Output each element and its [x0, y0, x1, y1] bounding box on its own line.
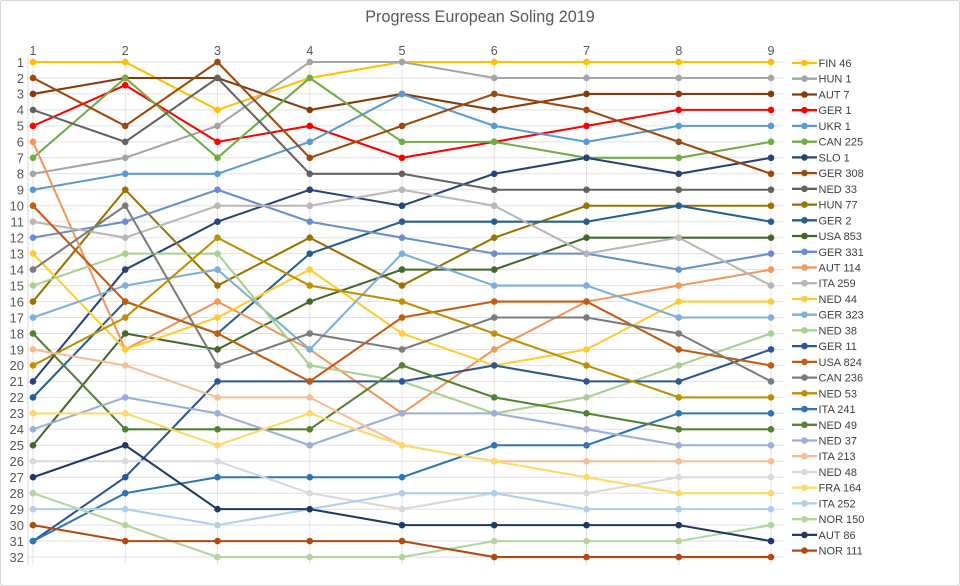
svg-text:10: 10 — [10, 199, 24, 214]
svg-text:3: 3 — [17, 87, 24, 102]
svg-text:NOR 150: NOR 150 — [819, 514, 865, 526]
svg-text:GER 11: GER 11 — [819, 341, 857, 353]
svg-text:21: 21 — [10, 374, 24, 389]
svg-text:GER 2: GER 2 — [819, 215, 852, 227]
svg-text:5: 5 — [17, 119, 24, 134]
svg-text:NED 44: NED 44 — [819, 294, 858, 306]
svg-text:20: 20 — [10, 358, 24, 373]
svg-text:26: 26 — [10, 454, 24, 469]
svg-text:23: 23 — [10, 406, 24, 421]
svg-text:FRA 164: FRA 164 — [819, 483, 862, 495]
svg-text:AUT 7: AUT 7 — [819, 90, 850, 102]
svg-text:16: 16 — [10, 294, 24, 309]
svg-text:USA 853: USA 853 — [819, 231, 862, 243]
svg-text:HUN 1: HUN 1 — [819, 74, 852, 86]
svg-text:25: 25 — [10, 438, 24, 453]
svg-text:31: 31 — [10, 534, 24, 549]
svg-text:22: 22 — [10, 390, 24, 405]
svg-text:27: 27 — [10, 470, 24, 485]
svg-text:13: 13 — [10, 246, 24, 261]
svg-text:1: 1 — [17, 55, 24, 70]
svg-text:AUT 86: AUT 86 — [819, 530, 856, 542]
svg-text:19: 19 — [10, 342, 24, 357]
svg-text:7: 7 — [17, 151, 24, 166]
svg-text:12: 12 — [10, 231, 24, 246]
svg-text:2: 2 — [17, 71, 24, 86]
svg-text:ITA 252: ITA 252 — [819, 498, 856, 510]
svg-text:8: 8 — [675, 44, 682, 58]
svg-text:USA 824: USA 824 — [819, 357, 862, 369]
svg-text:NED 37: NED 37 — [819, 436, 858, 448]
svg-text:UKR 1: UKR 1 — [819, 121, 851, 133]
svg-text:NED 49: NED 49 — [819, 420, 858, 432]
svg-text:ITA 241: ITA 241 — [819, 404, 856, 416]
svg-text:CAN 236: CAN 236 — [819, 373, 864, 385]
svg-text:GER 308: GER 308 — [819, 168, 864, 180]
svg-text:GER 323: GER 323 — [819, 310, 864, 322]
svg-text:28: 28 — [10, 486, 24, 501]
svg-text:ITA 259: ITA 259 — [819, 278, 856, 290]
svg-text:32: 32 — [10, 550, 24, 565]
svg-text:FIN 46: FIN 46 — [819, 58, 852, 70]
svg-text:3: 3 — [214, 44, 221, 58]
svg-text:14: 14 — [10, 262, 24, 277]
svg-text:NED 48: NED 48 — [819, 467, 858, 479]
svg-text:8: 8 — [17, 167, 24, 182]
svg-text:Progress European Soling 2019: Progress European Soling 2019 — [365, 8, 594, 26]
svg-text:24: 24 — [10, 422, 24, 437]
svg-text:6: 6 — [491, 44, 498, 58]
svg-text:2: 2 — [122, 44, 129, 58]
svg-text:7: 7 — [583, 44, 590, 58]
svg-text:HUN 77: HUN 77 — [819, 200, 858, 212]
svg-text:4: 4 — [306, 44, 313, 58]
svg-text:AUT 114: AUT 114 — [819, 263, 861, 275]
svg-text:NED 53: NED 53 — [819, 388, 858, 400]
svg-text:5: 5 — [399, 44, 406, 58]
svg-text:GER 1: GER 1 — [819, 105, 852, 117]
svg-text:11: 11 — [11, 215, 25, 230]
svg-text:GER 331: GER 331 — [819, 247, 864, 259]
svg-text:18: 18 — [10, 326, 24, 341]
svg-text:NED 33: NED 33 — [819, 184, 858, 196]
svg-text:9: 9 — [768, 44, 775, 58]
svg-text:NOR 111: NOR 111 — [819, 546, 863, 558]
svg-text:CAN 225: CAN 225 — [819, 137, 864, 149]
svg-text:6: 6 — [17, 135, 24, 150]
svg-text:29: 29 — [10, 502, 24, 517]
svg-text:ITA 213: ITA 213 — [819, 451, 856, 463]
svg-text:NED 38: NED 38 — [819, 325, 858, 337]
svg-text:SLO 1: SLO 1 — [819, 152, 850, 164]
svg-text:30: 30 — [10, 518, 24, 533]
svg-text:9: 9 — [17, 183, 24, 198]
svg-text:17: 17 — [10, 310, 24, 325]
svg-text:4: 4 — [17, 103, 24, 118]
svg-text:1: 1 — [30, 44, 37, 58]
svg-text:15: 15 — [10, 278, 24, 293]
